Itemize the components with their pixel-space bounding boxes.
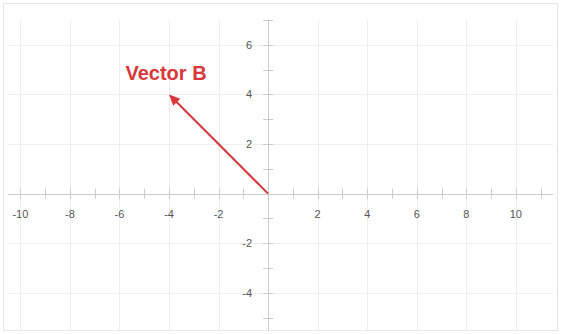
x-grid-line xyxy=(417,20,418,330)
y-grid-line xyxy=(8,94,553,95)
x-grid-line xyxy=(466,20,467,330)
y-grid-line xyxy=(8,243,553,244)
x-grid-line xyxy=(119,20,120,330)
x-grid-line xyxy=(318,20,319,330)
y-grid-line xyxy=(8,144,553,145)
x-minor-tick xyxy=(293,189,294,199)
x-minor-tick xyxy=(144,189,145,199)
vector-line xyxy=(175,101,268,194)
x-minor-tick xyxy=(219,189,220,199)
y-grid-line xyxy=(8,293,553,294)
x-minor-tick xyxy=(20,189,21,199)
x-minor-tick xyxy=(516,189,517,199)
frame xyxy=(4,4,558,331)
x-minor-tick xyxy=(417,189,418,199)
grid xyxy=(8,20,553,330)
y-minor-tick xyxy=(263,268,273,269)
x-minor-tick xyxy=(491,189,492,199)
y-minor-tick xyxy=(263,293,273,294)
y-grid-line xyxy=(8,45,553,46)
x-tick-label: 8 xyxy=(463,208,469,220)
x-minor-tick xyxy=(342,189,343,199)
chart: -10 -8 -6 -4 -2 2 4 6 8 10 -4 -2 2 4 6 Vector B xyxy=(0,0,561,334)
y-minor-tick xyxy=(263,144,273,145)
y-axis-line xyxy=(268,20,269,330)
x-minor-tick xyxy=(95,189,96,199)
arrow-head xyxy=(169,94,180,105)
x-tick-label: 10 xyxy=(510,208,522,220)
y-tick-label: -2 xyxy=(242,237,252,249)
y-minor-tick xyxy=(263,218,273,219)
y-minor-tick xyxy=(263,45,273,46)
y-minor-tick xyxy=(263,169,273,170)
axes xyxy=(8,20,553,330)
x-grid-line xyxy=(70,20,71,330)
x-tick-label: -10 xyxy=(12,208,28,220)
x-grid-line xyxy=(20,20,21,330)
y-minor-tick xyxy=(263,243,273,244)
x-minor-tick xyxy=(318,189,319,199)
y-minor-tick xyxy=(263,318,273,319)
x-tick-label: 2 xyxy=(315,208,321,220)
x-tick-label: -8 xyxy=(65,208,75,220)
x-minor-tick xyxy=(367,189,368,199)
y-tick-label: 2 xyxy=(246,138,252,150)
x-grid-line xyxy=(367,20,368,330)
x-tick-label: 4 xyxy=(364,208,370,220)
y-minor-tick xyxy=(263,94,273,95)
x-tick-label: -4 xyxy=(164,208,174,220)
vectors xyxy=(169,94,268,193)
y-minor-tick xyxy=(263,119,273,120)
x-minor-tick xyxy=(541,189,542,199)
x-grid-line xyxy=(516,20,517,330)
y-minor-tick xyxy=(263,70,273,71)
vector-label: Vector B xyxy=(125,62,206,84)
x-tick-label: 6 xyxy=(414,208,420,220)
x-minor-tick xyxy=(392,189,393,199)
x-minor-tick xyxy=(70,189,71,199)
y-tick-label: -4 xyxy=(242,287,252,299)
x-minor-tick xyxy=(243,189,244,199)
x-minor-tick xyxy=(169,189,170,199)
tick-labels: -10 -8 -6 -4 -2 2 4 6 8 10 -4 -2 2 4 6 xyxy=(12,39,522,299)
x-minor-tick xyxy=(466,189,467,199)
x-minor-tick xyxy=(119,189,120,199)
y-tick-label: 6 xyxy=(246,39,252,51)
x-minor-tick xyxy=(442,189,443,199)
x-minor-tick xyxy=(45,189,46,199)
x-tick-label: -6 xyxy=(115,208,125,220)
vector-labels: Vector B xyxy=(125,62,206,84)
y-minor-tick xyxy=(263,20,273,21)
x-grid-line xyxy=(219,20,220,330)
y-tick-label: 4 xyxy=(246,88,252,100)
x-tick-label: -2 xyxy=(214,208,224,220)
chart-root: -10 -8 -6 -4 -2 2 4 6 8 10 -4 -2 2 4 6 Vector B xyxy=(0,0,561,334)
x-minor-tick xyxy=(194,189,195,199)
x-axis-line xyxy=(8,194,553,195)
